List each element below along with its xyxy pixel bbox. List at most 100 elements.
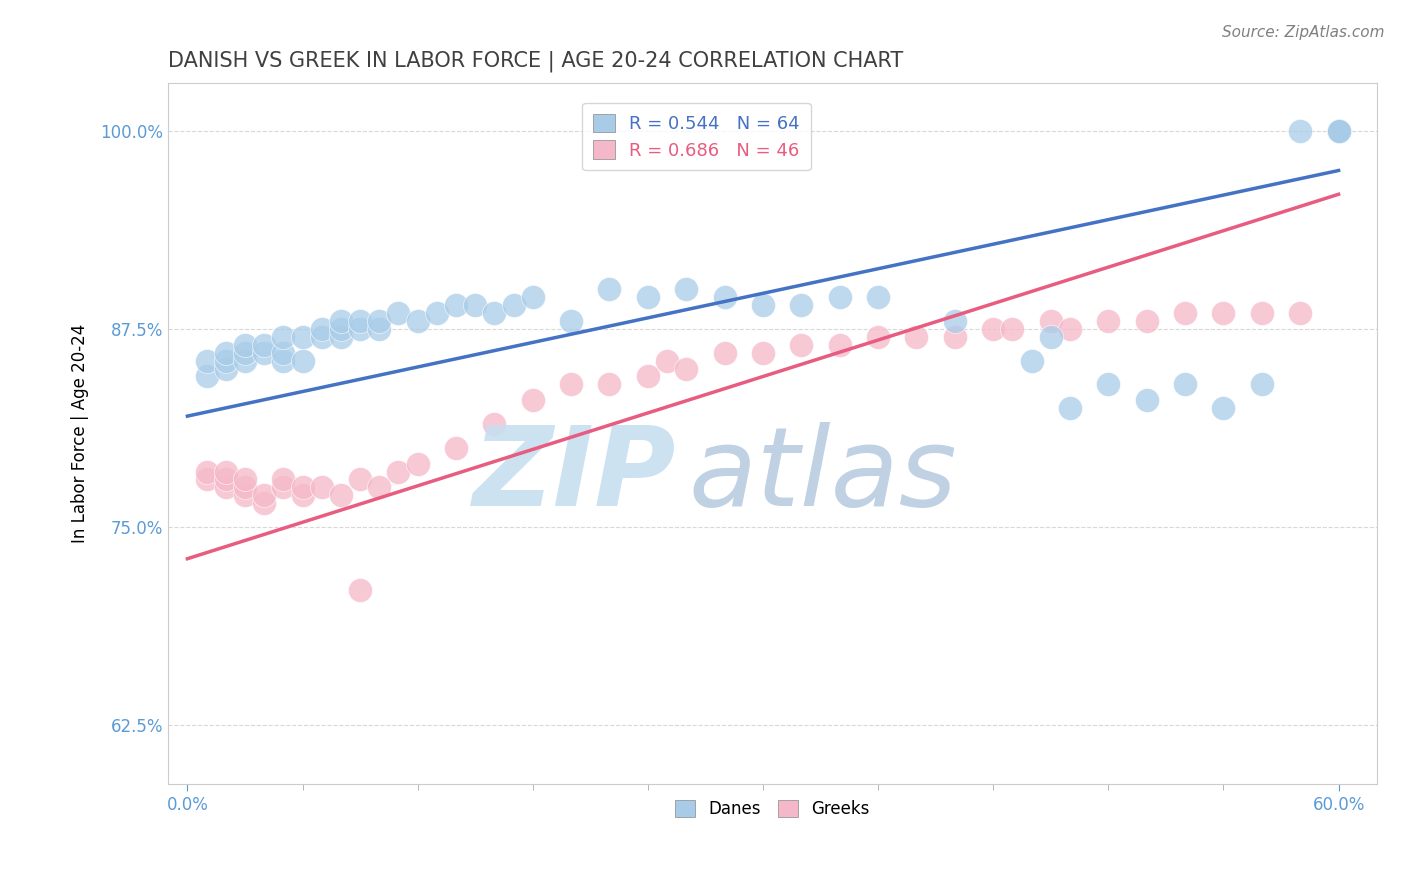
Point <box>329 330 352 344</box>
Point <box>598 377 620 392</box>
Text: atlas: atlas <box>688 422 956 529</box>
Point <box>790 298 813 312</box>
Point <box>233 353 256 368</box>
Point <box>215 480 238 494</box>
Point <box>329 322 352 336</box>
Point <box>329 314 352 328</box>
Point <box>1059 401 1081 416</box>
Point <box>1327 124 1350 138</box>
Point <box>828 290 851 304</box>
Point <box>349 583 371 598</box>
Point <box>1136 393 1159 408</box>
Point <box>368 314 391 328</box>
Point <box>233 488 256 502</box>
Point <box>1327 124 1350 138</box>
Point <box>273 480 295 494</box>
Point <box>713 345 735 359</box>
Point <box>1327 124 1350 138</box>
Point <box>981 322 1004 336</box>
Point <box>1327 124 1350 138</box>
Point <box>1136 314 1159 328</box>
Point <box>329 488 352 502</box>
Point <box>1289 124 1312 138</box>
Point <box>1039 330 1062 344</box>
Point <box>253 345 276 359</box>
Point <box>368 480 391 494</box>
Y-axis label: In Labor Force | Age 20-24: In Labor Force | Age 20-24 <box>72 324 89 543</box>
Point <box>195 353 218 368</box>
Point <box>1250 306 1272 320</box>
Point <box>943 314 966 328</box>
Point <box>1212 306 1234 320</box>
Point <box>233 480 256 494</box>
Point <box>713 290 735 304</box>
Point <box>1327 124 1350 138</box>
Point <box>215 465 238 479</box>
Point <box>598 282 620 296</box>
Point <box>1327 124 1350 138</box>
Point <box>291 488 314 502</box>
Text: Source: ZipAtlas.com: Source: ZipAtlas.com <box>1222 25 1385 40</box>
Point <box>291 330 314 344</box>
Point <box>484 306 506 320</box>
Point <box>1250 377 1272 392</box>
Point <box>387 465 409 479</box>
Point <box>215 353 238 368</box>
Point <box>1021 353 1043 368</box>
Point <box>444 441 467 455</box>
Point <box>273 345 295 359</box>
Point <box>790 338 813 352</box>
Point <box>1327 124 1350 138</box>
Point <box>637 290 659 304</box>
Point <box>444 298 467 312</box>
Point <box>464 298 486 312</box>
Point <box>253 338 276 352</box>
Point <box>1327 124 1350 138</box>
Point <box>522 393 544 408</box>
Point <box>253 496 276 510</box>
Point <box>1327 124 1350 138</box>
Point <box>868 290 890 304</box>
Point <box>1001 322 1024 336</box>
Point <box>828 338 851 352</box>
Point <box>195 473 218 487</box>
Point <box>233 345 256 359</box>
Point <box>1097 314 1119 328</box>
Point <box>1174 377 1197 392</box>
Point <box>195 369 218 384</box>
Point <box>273 330 295 344</box>
Point <box>406 314 429 328</box>
Point <box>560 314 582 328</box>
Point <box>349 322 371 336</box>
Point <box>291 353 314 368</box>
Point <box>1059 322 1081 336</box>
Point <box>1327 124 1350 138</box>
Point <box>905 330 928 344</box>
Point <box>406 457 429 471</box>
Legend: Danes, Greeks: Danes, Greeks <box>669 793 876 824</box>
Point <box>1289 306 1312 320</box>
Point <box>368 322 391 336</box>
Point <box>215 361 238 376</box>
Text: ZIP: ZIP <box>472 422 676 529</box>
Point <box>943 330 966 344</box>
Point <box>311 330 333 344</box>
Point <box>675 282 697 296</box>
Point <box>215 345 238 359</box>
Point <box>1212 401 1234 416</box>
Point <box>387 306 409 320</box>
Point <box>522 290 544 304</box>
Point <box>253 488 276 502</box>
Point <box>291 480 314 494</box>
Point <box>1097 377 1119 392</box>
Text: DANISH VS GREEK IN LABOR FORCE | AGE 20-24 CORRELATION CHART: DANISH VS GREEK IN LABOR FORCE | AGE 20-… <box>169 51 904 72</box>
Point <box>752 345 775 359</box>
Point <box>637 369 659 384</box>
Point <box>311 480 333 494</box>
Point <box>752 298 775 312</box>
Point <box>273 473 295 487</box>
Point <box>1327 124 1350 138</box>
Point <box>560 377 582 392</box>
Point <box>1039 314 1062 328</box>
Point <box>426 306 449 320</box>
